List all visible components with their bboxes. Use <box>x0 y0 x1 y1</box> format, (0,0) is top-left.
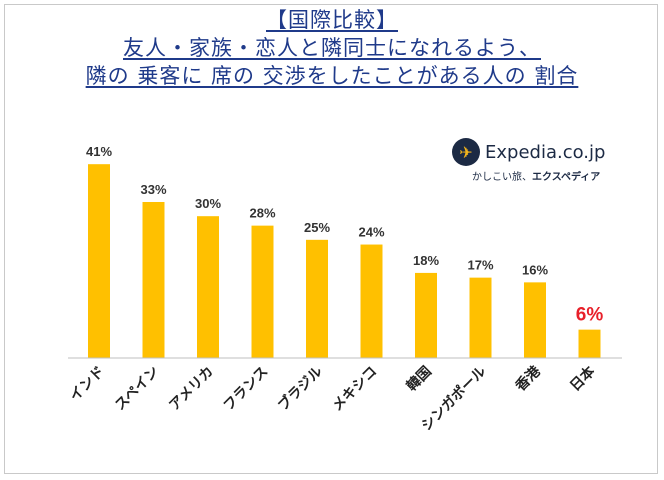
value-label-2: 33% <box>140 182 166 197</box>
bar-3 <box>197 216 219 358</box>
value-labels-group: 41% 33% 30% 28% 25% 24% 18% 17% 16% 6% <box>86 144 603 325</box>
category-label-2: スペイン <box>112 364 162 414</box>
expedia-logo: ✈ Expedia.co.jp かしこい旅、エクスペディア <box>452 138 622 188</box>
logo-tagline: かしこい旅、エクスペディア <box>472 168 622 183</box>
category-label-6: メキシコ <box>329 364 380 415</box>
bar-4 <box>251 225 274 358</box>
category-label-1: インド <box>67 364 108 405</box>
logo-tagline-prefix: かしこい旅、 <box>472 172 532 183</box>
category-label-5: ブラジル <box>274 363 325 414</box>
value-label-4: 28% <box>249 206 275 221</box>
bar-8 <box>469 277 492 358</box>
category-label-10: 日本 <box>567 362 600 395</box>
chart-frame <box>4 4 658 474</box>
logo-tagline-brand: エクスペディア <box>532 172 601 183</box>
value-label-1: 41% <box>86 144 112 159</box>
value-label-5: 25% <box>304 220 330 235</box>
chart-title: 【国際比較】 友人・家族・恋人と隣同士になれるよう、 隣の 乗客に 席の 交渉を… <box>0 6 664 90</box>
bar-9 <box>524 282 546 358</box>
bars-group <box>88 164 601 358</box>
title-line-3: 隣の 乗客に 席の 交渉をしたことがある人の 割合 <box>85 64 579 88</box>
value-label-9: 16% <box>522 262 548 277</box>
bar-7 <box>415 272 437 358</box>
category-label-7: 韓国 <box>403 363 435 395</box>
bar-5 <box>306 239 328 358</box>
category-label-3: アメリカ <box>166 364 216 414</box>
bar-2 <box>142 202 165 358</box>
value-label-7: 18% <box>413 253 439 268</box>
category-label-4: フランス <box>221 364 272 415</box>
value-label-10: 6% <box>576 305 604 326</box>
value-label-8: 17% <box>467 258 493 273</box>
bar-6 <box>360 244 383 358</box>
category-label-9: 香港 <box>511 362 544 395</box>
bar-1 <box>88 164 110 358</box>
airplane-icon: ✈ <box>452 138 480 166</box>
value-label-6: 24% <box>358 225 384 240</box>
title-line-1: 【国際比較】 <box>266 8 398 32</box>
logo-name: Expedia.co.jp <box>485 141 606 163</box>
value-label-3: 30% <box>195 196 221 211</box>
title-line-2: 友人・家族・恋人と隣同士になれるよう、 <box>123 36 541 60</box>
bar-10 <box>578 329 601 358</box>
